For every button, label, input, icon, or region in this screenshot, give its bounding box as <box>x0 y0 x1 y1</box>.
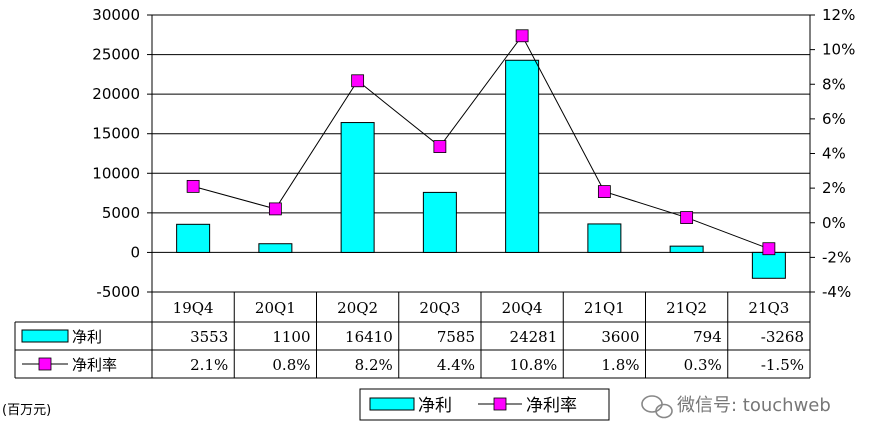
y-right-tick-label: 6% <box>822 110 846 128</box>
y-right-tick-label: 8% <box>822 75 846 93</box>
row-key-marker <box>38 357 52 371</box>
right-axis-ticks: 12% 10% 8% 6% 4% 2% 0% -2% -4% <box>810 6 855 301</box>
legend-swatch-net-profit <box>369 397 415 411</box>
y-left-tick-label: 20000 <box>92 85 140 103</box>
point-21Q2 <box>680 211 694 224</box>
table-cell: 7585 <box>437 328 475 346</box>
margin-line <box>192 34 770 250</box>
table-cell: 8.2% <box>355 356 393 374</box>
bar-20Q2 <box>340 122 375 253</box>
wechat-icon <box>641 395 673 419</box>
category-label: 20Q2 <box>337 299 378 317</box>
bar-21Q1 <box>587 223 622 253</box>
category-label: 21Q3 <box>748 299 789 317</box>
category-label: 20Q4 <box>502 299 543 317</box>
table-cell: 0.8% <box>272 356 310 374</box>
category-label: 21Q2 <box>666 299 707 317</box>
watermark-text: 微信号: touchweb <box>677 395 831 416</box>
y-left-tick-label: 10000 <box>92 164 140 182</box>
bar-21Q3 <box>751 251 786 279</box>
left-axis-ticks: 30000 25000 20000 15000 10000 5000 0 -5000 <box>92 6 152 301</box>
gridlines <box>152 14 810 293</box>
unit-label: (百万元) <box>2 403 51 418</box>
table-cell: 3553 <box>190 328 228 346</box>
bar-series <box>176 59 786 279</box>
watermark: 微信号: touchweb <box>641 395 831 419</box>
table-cell: 1.8% <box>601 356 639 374</box>
bar-21Q2 <box>669 245 704 253</box>
y-right-tick-label: 4% <box>822 145 846 163</box>
category-label: 21Q1 <box>584 299 625 317</box>
table-cell: 0.3% <box>684 356 722 374</box>
y-right-tick-label: -2% <box>822 248 851 266</box>
bar-20Q4 <box>505 59 540 253</box>
table-cell: 1100 <box>272 328 310 346</box>
point-21Q1 <box>597 185 611 198</box>
y-left-tick-label: 25000 <box>92 46 140 64</box>
y-left-tick-label: 0 <box>130 243 140 261</box>
point-19Q4 <box>186 179 200 193</box>
point-20Q1 <box>268 202 282 216</box>
y-left-tick-label: 5000 <box>102 204 140 222</box>
y-left-tick-label: 30000 <box>92 6 140 24</box>
legend-marker-margin <box>493 397 507 411</box>
line-series <box>186 29 776 256</box>
table-cell: 794 <box>693 328 722 346</box>
y-right-tick-label: 12% <box>822 6 855 24</box>
row-label-net-margin: 净利率 <box>72 356 117 374</box>
row-label-net-profit: 净利 <box>72 328 102 346</box>
y-right-tick-label: 10% <box>822 41 855 59</box>
table-cell: -1.5% <box>761 356 804 374</box>
point-20Q4 <box>515 29 529 43</box>
table-cell: -3268 <box>761 328 804 346</box>
table-cell: 2.1% <box>190 356 228 374</box>
row-key-net-profit <box>21 329 69 343</box>
point-20Q3 <box>433 140 447 153</box>
category-label: 20Q3 <box>419 299 460 317</box>
table-cell: 24281 <box>510 328 558 346</box>
table-cell: 4.4% <box>437 356 475 374</box>
y-right-tick-label: 2% <box>822 179 846 197</box>
point-20Q2 <box>351 74 365 88</box>
legend-label-net-profit: 净利 <box>418 396 452 416</box>
table-cell: 10.8% <box>510 356 558 374</box>
y-left-tick-label: -5000 <box>96 283 140 301</box>
bar-20Q1 <box>258 243 293 253</box>
y-right-tick-label: -4% <box>822 283 851 301</box>
bar-20Q3 <box>422 191 457 253</box>
bar-19Q4 <box>176 223 211 253</box>
table-cell: 3600 <box>601 328 639 346</box>
category-label: 20Q1 <box>255 299 296 317</box>
category-label: 19Q4 <box>173 299 214 317</box>
point-21Q3 <box>762 242 776 256</box>
y-right-tick-label: 0% <box>822 214 846 232</box>
axes <box>151 15 811 293</box>
y-left-tick-label: 15000 <box>92 125 140 143</box>
legend: 净利 净利率 <box>359 388 610 421</box>
legend-label-net-margin: 净利率 <box>526 396 577 416</box>
table-cell: 16410 <box>345 328 393 346</box>
